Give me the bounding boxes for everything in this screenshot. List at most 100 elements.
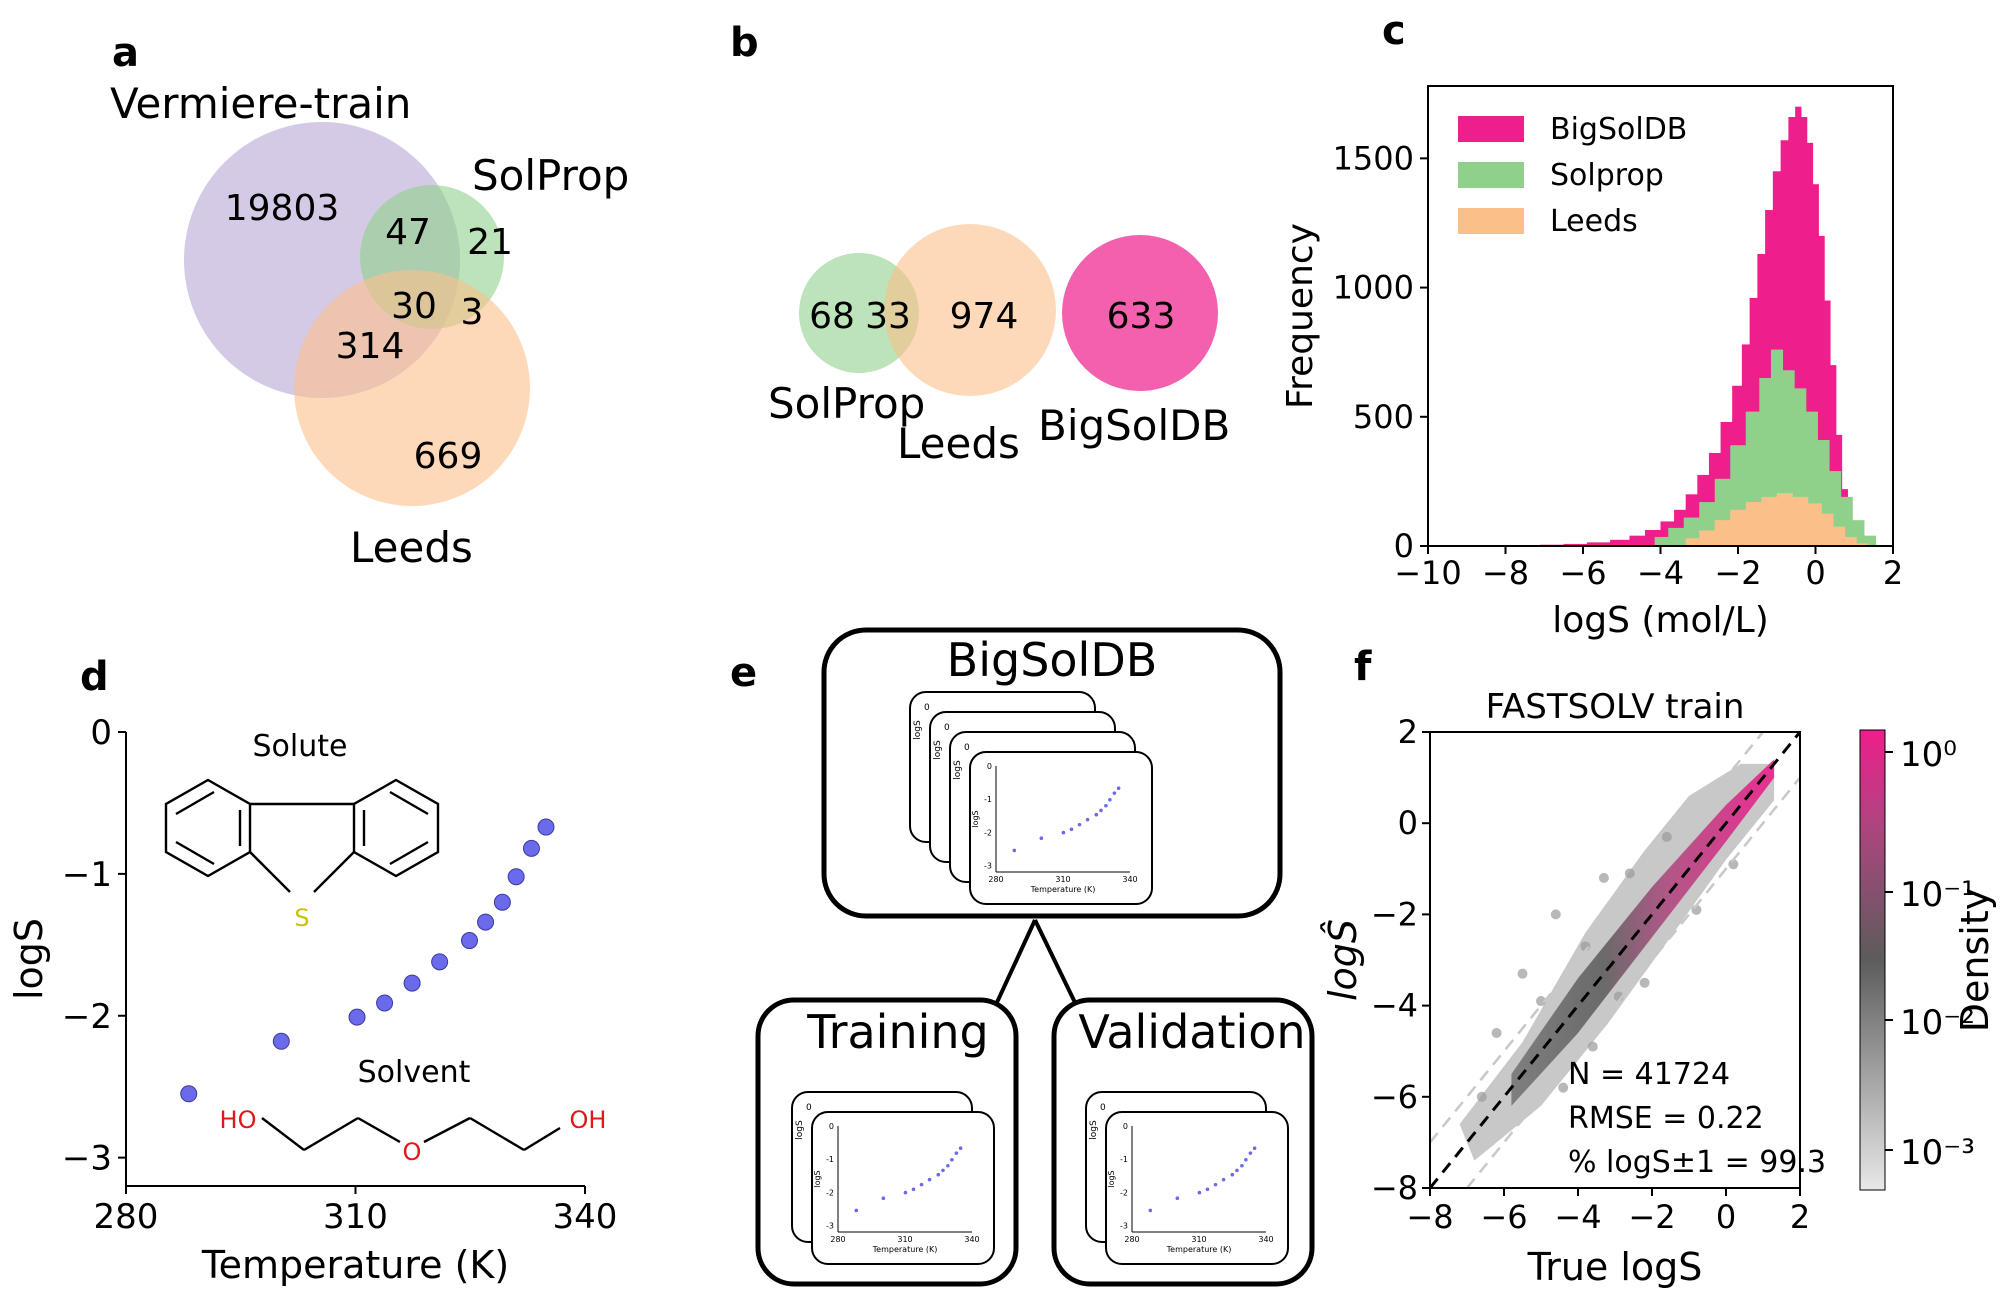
top-front-mini-point-6 — [1094, 812, 1099, 817]
right-front-mini-ytick: -1 — [1120, 1155, 1128, 1164]
chart-f-stat-0: N = 41724 — [1568, 1057, 1730, 1092]
panel-c-letter: c — [1382, 8, 1406, 54]
left-front-mini-point-5 — [927, 1177, 932, 1182]
chart-f-parity-line — [1430, 732, 1800, 1188]
top-back-1-card-peek-tick: 0 — [944, 723, 950, 733]
legend-label-leeds: Leeds — [1550, 204, 1638, 239]
right-front-mini-ytick: -3 — [1120, 1221, 1128, 1230]
hist-bar-bigsoldb-6 — [1586, 542, 1611, 546]
chart-d-point-6 — [460, 932, 478, 950]
box-validation-title: Validation — [1078, 1005, 1305, 1059]
chart-f-ytick-label: −6 — [1371, 1078, 1418, 1116]
right-front-mini-point-4 — [1213, 1182, 1218, 1187]
chart-c-xlabel: logS (mol/L) — [1552, 600, 1769, 641]
left-front-mini-point-11 — [958, 1146, 963, 1150]
chart-c-ytick-label: 1000 — [1333, 269, 1414, 307]
top-front-mini-ytick: -1 — [984, 795, 992, 804]
panel-a: a Vermiere-train SolProp Leeds 19803 47 … — [110, 30, 629, 572]
chart-f-outlier-7 — [1661, 831, 1672, 842]
chart-f-ytick-label: −4 — [1371, 987, 1418, 1025]
top-front-mini-point-0 — [1012, 848, 1017, 853]
chart-f-xtick-label: −6 — [1480, 1198, 1527, 1236]
left-front-mini-point-3 — [911, 1187, 916, 1192]
panel-b: b 68 33 974 633 SolProp Leeds BigSolDB — [730, 20, 1230, 468]
chart-d-point-9 — [507, 868, 525, 886]
top-front-mini-ylabel: logS — [971, 810, 980, 827]
panel-d: d 280 310 340 0 −1 −2 −3 Temperature (K) logS So… — [7, 654, 617, 1287]
venn-b-label-bigsoldb: BigSolDB — [1038, 401, 1230, 450]
top-back-2-card-peek-ylabel: logS — [953, 760, 963, 780]
hist-bar-bigsoldb-7 — [1610, 539, 1630, 546]
venn-a-vermiere-only: 19803 — [225, 188, 340, 229]
venn-b-solprop-leeds: 33 — [865, 296, 911, 337]
left-front-mini-point-10 — [954, 1151, 959, 1155]
left-front-mini-point-7 — [941, 1168, 945, 1173]
chart-f-outlier-0 — [1491, 1027, 1502, 1038]
hist-bar-bigsoldb-30 — [1830, 365, 1837, 546]
chart-f-xtick-label: −8 — [1406, 1198, 1453, 1236]
right-front-mini-xtick: 310 — [1191, 1235, 1206, 1244]
left-back-card-peek-tick: 0 — [806, 1103, 812, 1113]
left-front-mini-xtick: 310 — [897, 1235, 912, 1244]
chart-f-xtick-label: −4 — [1554, 1198, 1601, 1236]
chart-c-ytick-label: 1500 — [1333, 139, 1414, 177]
colorbar-tick-label: 10⁰ — [1900, 735, 1957, 775]
chart-f-upper-band — [1430, 732, 1764, 1144]
venn-b-leeds-only: 974 — [950, 296, 1019, 337]
hist-bar-leeds-9 — [1821, 513, 1834, 546]
left-front-mini-xtick: 340 — [964, 1235, 979, 1244]
chart-d-ytick-label: 0 — [90, 713, 112, 753]
chart-f-outlier-8 — [1558, 1082, 1569, 1093]
top-front-mini-ytick: 0 — [987, 762, 992, 771]
solvent-bond-3 — [357, 1116, 401, 1144]
top-front-mini-ytick: -3 — [984, 861, 992, 870]
chart-f-ytick-label: −8 — [1371, 1169, 1418, 1207]
hist-bar-bigsoldb-25 — [1800, 117, 1808, 547]
venn-b-bigsoldb: 633 — [1107, 296, 1176, 337]
chart-f-outlier-11 — [1624, 868, 1635, 879]
chart-c-xtick-label: 0 — [1805, 554, 1825, 592]
solvent-structure — [261, 1116, 561, 1152]
hist-bar-leeds-10 — [1832, 526, 1846, 546]
hist-bar-leeds-2 — [1714, 520, 1731, 546]
solvent-oh: OH — [570, 1106, 607, 1134]
chart-d-xtick-label: 280 — [94, 1197, 159, 1237]
left-back-card-peek-ylabel: logS — [795, 1120, 805, 1140]
panel-c: c −10 −8 −6 −4 −2 0 2 0 500 1000 1500 logS (mol/L) F… — [1280, 8, 1903, 641]
box-training-title: Training — [806, 1005, 989, 1059]
panel-b-letter: b — [730, 20, 759, 66]
chart-c-xtick-label: −8 — [1482, 554, 1529, 592]
top-front-mini-xtick: 310 — [1055, 875, 1070, 884]
top-front-mini-xtick: 340 — [1122, 875, 1137, 884]
chart-f-outlier-2 — [1550, 909, 1561, 920]
solute-structure — [164, 778, 440, 893]
venn-b-label-solprop: SolProp — [768, 379, 925, 428]
solute-double-4 — [389, 790, 429, 816]
venn-b-label-leeds: Leeds — [897, 419, 1020, 468]
chart-f-outlier-13 — [1728, 859, 1739, 870]
venn-b-bigsoldb-circle — [1062, 235, 1218, 391]
hist-bar-bigsoldb-22 — [1780, 140, 1789, 547]
box-bigsoldb-title: BigSolDB — [947, 633, 1158, 687]
right-front-mini-point-2 — [1197, 1190, 1202, 1195]
left-front-mini-ytick: -3 — [826, 1221, 834, 1230]
solute-double-5 — [389, 840, 429, 866]
chart-d-point-3 — [376, 994, 394, 1012]
venn-a-leeds-circle — [294, 270, 530, 506]
venn-a-solprop-leeds: 3 — [461, 292, 484, 333]
venn-a-all-three: 30 — [391, 286, 437, 327]
top-back-1-card-peek-ylabel: logS — [933, 740, 943, 760]
hist-bar-solprop-16 — [1863, 535, 1877, 546]
chart-f-outlier-12 — [1476, 1091, 1487, 1102]
right-front-mini-xlabel: Temperature (K) — [1166, 1245, 1232, 1254]
solute-s-bond-left — [249, 851, 291, 893]
chart-c-xtick-label: −6 — [1559, 554, 1606, 592]
chart-d-point-10 — [522, 839, 540, 857]
chart-d-ytick-label: −2 — [62, 997, 112, 1037]
chart-f-outlier-10 — [1536, 996, 1546, 1007]
chart-c-ytick-label: 500 — [1353, 398, 1414, 436]
chart-d-point-2 — [348, 1008, 366, 1026]
chart-d-point-4 — [403, 974, 421, 992]
